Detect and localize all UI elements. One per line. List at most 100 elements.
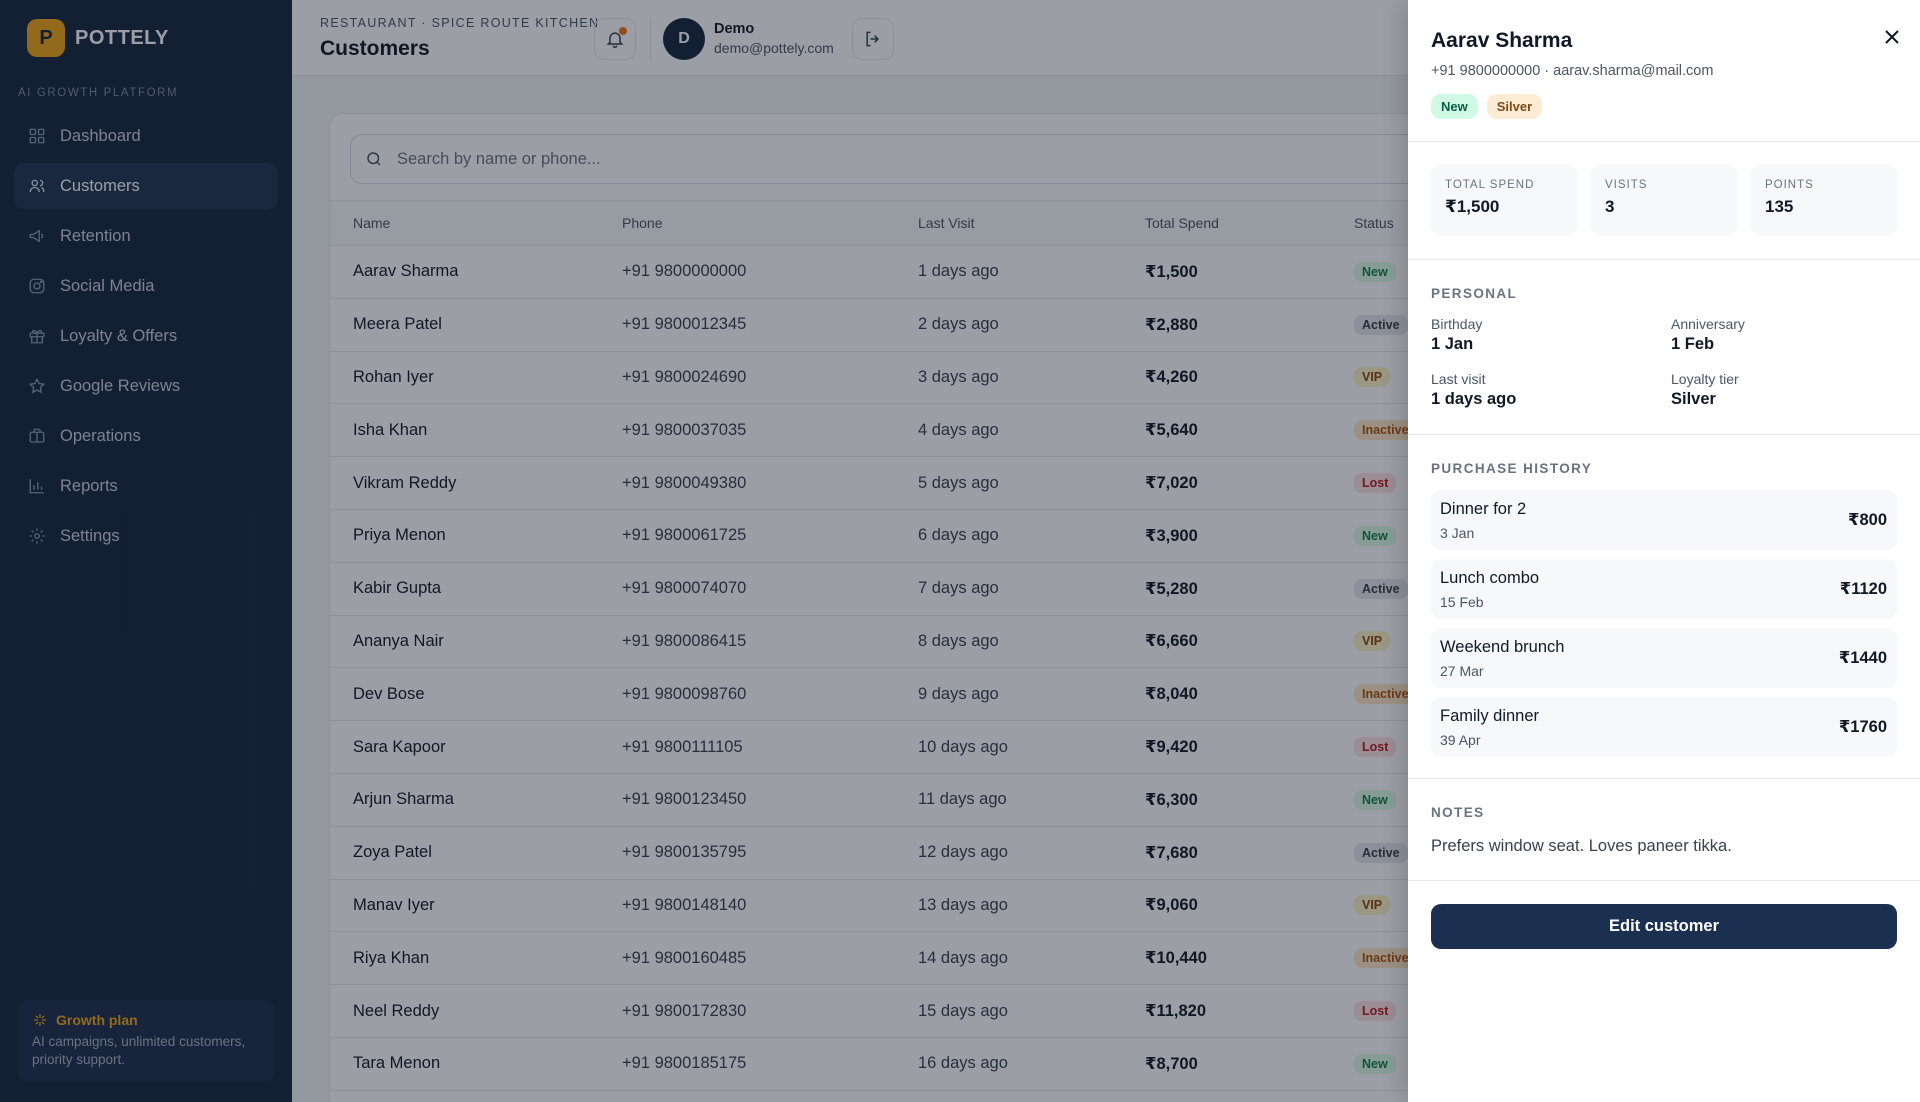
last-visit-cell: 16 days ago [918, 1054, 1008, 1073]
sidebar-item-customers[interactable]: Customers [14, 163, 278, 209]
purchase-item[interactable]: Lunch combo 15 Feb ₹1120 [1431, 559, 1897, 619]
table-row[interactable]: Dev Bose +91 9800098760 9 days ago ₹8,040 In… [330, 668, 1920, 722]
edit-customer-button[interactable]: Edit customer [1431, 904, 1897, 949]
table-row[interactable]: Meera Patel +91 9800012345 2 days ago ₹2,88… [330, 299, 1920, 352]
purchase-title: Dinner for 2 [1440, 500, 1527, 518]
sidebar-item-label: Google Reviews [60, 376, 181, 395]
sidebar-item-social-media[interactable]: Social Media [14, 263, 278, 309]
total-spend-cell: ₹5,280 [1145, 579, 1198, 598]
customer-name-cell: Zoya Patel [353, 843, 432, 862]
sidebar-item-loyalty-offers[interactable]: Loyalty & Offers [14, 313, 278, 359]
sidebar-item-dashboard[interactable]: Dashboard [14, 113, 278, 159]
purchase-date: 27 Mar [1440, 663, 1484, 679]
status-cell: Active [1354, 314, 1408, 335]
plan-description: AI campaigns, unlimited customers, prior… [32, 1034, 246, 1067]
sidebar-item-google-reviews[interactable]: Google Reviews [14, 363, 278, 409]
table-row[interactable]: Manav Iyer +91 9800148140 13 days ago ₹9,06… [330, 880, 1920, 933]
sidebar-item-reports[interactable]: Reports [14, 463, 278, 509]
table-row[interactable]: Kabir Gupta +91 9800074070 7 days ago ₹5,28… [330, 563, 1920, 616]
total-spend-cell: ₹1,500 [1145, 262, 1198, 281]
phone-cell: +91 9800172830 [622, 1001, 747, 1020]
column-status[interactable]: Status [1354, 215, 1394, 231]
purchase-history-title: PURCHASE HISTORY [1431, 461, 1593, 476]
growth-plan-card[interactable]: Growth plan AI campaigns, unlimited cust… [18, 1000, 274, 1082]
phone-cell: +91 9800012345 [622, 315, 747, 334]
birthday-label: Birthday [1431, 316, 1483, 332]
stat-points: POINTS 135 [1751, 164, 1897, 236]
phone-cell: +91 9800160485 [622, 948, 747, 967]
column-phone[interactable]: Phone [622, 215, 663, 231]
last-visit-cell: 14 days ago [918, 948, 1008, 967]
status-cell: VIP [1354, 895, 1391, 916]
customer-name-cell: Sara Kapoor [353, 737, 446, 756]
sidebar-item-label: Dashboard [60, 126, 141, 145]
sidebar-item-settings[interactable]: Settings [14, 513, 278, 559]
customer-name-cell: Dev Bose [353, 684, 425, 703]
table-row[interactable]: Sara Kapoor +91 9800111105 10 days ago ₹9,4… [330, 721, 1920, 774]
customer-detail-drawer: Aarav Sharma +91 9800000000 · aarav.shar… [1408, 0, 1920, 1102]
purchase-item[interactable]: Dinner for 2 3 Jan ₹800 [1431, 490, 1897, 550]
status-badge: Lost [1354, 737, 1397, 758]
phone-cell: +91 9800061725 [622, 526, 747, 545]
purchase-date: 3 Jan [1440, 525, 1475, 541]
notes-title: NOTES [1431, 805, 1485, 820]
total-spend-cell: ₹10,440 [1145, 949, 1207, 968]
sidebar-item-label: Retention [60, 226, 131, 245]
bell-icon [606, 32, 624, 49]
column-last-visit[interactable]: Last Visit [918, 215, 975, 231]
column-name[interactable]: Name [353, 215, 391, 231]
status-cell: Active [1354, 578, 1408, 599]
sidebar-item-operations[interactable]: Operations [14, 413, 278, 459]
column-total-spend[interactable]: Total Spend [1145, 215, 1219, 231]
table-row[interactable]: Vikram Reddy +91 9800049380 5 days ago ₹7,0… [330, 457, 1920, 510]
table-row[interactable]: Isha Khan +91 9800037035 4 days ago ₹5,640 I… [330, 404, 1920, 458]
table-row[interactable]: Ananya Nair +91 9800086415 8 days ago ₹6,66… [330, 616, 1920, 669]
logout-icon [866, 31, 880, 47]
customer-name-cell: Kabir Gupta [353, 579, 442, 598]
phone-cell: +91 9800148140 [622, 895, 747, 914]
purchase-item[interactable]: Weekend brunch 27 Mar ₹1440 [1431, 628, 1897, 688]
instagram-icon [29, 278, 45, 294]
brand[interactable]: P POTTELY [27, 19, 169, 57]
stat-label: VISITS [1605, 179, 1648, 191]
phone-cell: +91 9800074070 [622, 579, 747, 598]
status-badge: New [1354, 789, 1396, 810]
status-badge: New [1354, 525, 1396, 546]
customer-name-cell: Riya Khan [353, 948, 430, 967]
status-cell: Inactive [1354, 684, 1417, 705]
sidebar-item-label: Social Media [60, 276, 155, 295]
drawer-header: Aarav Sharma +91 9800000000 · aarav.shar… [1408, 0, 1920, 142]
total-spend-cell: ₹2,880 [1145, 315, 1198, 334]
customer-name-cell: Rohan Iyer [353, 367, 434, 386]
phone-cell: +91 9800024690 [622, 367, 747, 386]
table-row[interactable]: Neel Reddy +91 9800172830 15 days ago ₹11,8… [330, 985, 1920, 1038]
notifications-button[interactable] [594, 18, 636, 60]
sidebar-item-retention[interactable]: Retention [14, 213, 278, 259]
personal-section: PERSONAL Birthday 1 Jan Anniversary 1 Fe… [1408, 260, 1920, 435]
purchase-title: Lunch combo [1440, 569, 1540, 587]
search-input[interactable] [397, 149, 1297, 169]
status-badge: New [1354, 1053, 1396, 1074]
page-title: Customers [320, 37, 430, 60]
table-row[interactable]: Rohan Iyer +91 9800024690 3 days ago ₹4,260… [330, 352, 1920, 405]
table-row[interactable]: Tara Menon +91 9800185175 16 days ago ₹8,70… [330, 1038, 1920, 1091]
table-row[interactable]: Priya Menon +91 9800061725 6 days ago ₹3,90… [330, 510, 1920, 563]
table-row[interactable]: Riya Khan +91 9800160485 14 days ago ₹10,44… [330, 932, 1920, 986]
status-badge: Inactive [1354, 948, 1417, 969]
table-row[interactable]: Aarav Sharma +91 9800000000 1 days ago ₹1,5… [330, 246, 1920, 299]
personal-title: PERSONAL [1431, 286, 1518, 301]
table-row[interactable]: Zoya Patel +91 9800135795 12 days ago ₹7,68… [330, 827, 1920, 880]
total-spend-cell: ₹7,680 [1145, 843, 1198, 862]
close-icon[interactable] [1880, 25, 1904, 49]
last-visit-cell: 4 days ago [918, 420, 999, 439]
logout-button[interactable] [852, 18, 894, 60]
avatar[interactable]: D [663, 18, 705, 60]
status-badge: Active [1354, 578, 1408, 599]
status-badge: VIP [1354, 367, 1391, 388]
status-badge: Lost [1354, 1001, 1397, 1022]
table-row[interactable]: Arjun Sharma +91 9800123450 11 days ago ₹6,… [330, 774, 1920, 827]
notes-section: NOTES Prefers window seat. Loves paneer … [1408, 779, 1920, 881]
gift-icon [29, 329, 45, 344]
purchase-item[interactable]: Family dinner 39 Apr ₹1760 [1431, 697, 1897, 757]
search-icon [367, 152, 381, 166]
